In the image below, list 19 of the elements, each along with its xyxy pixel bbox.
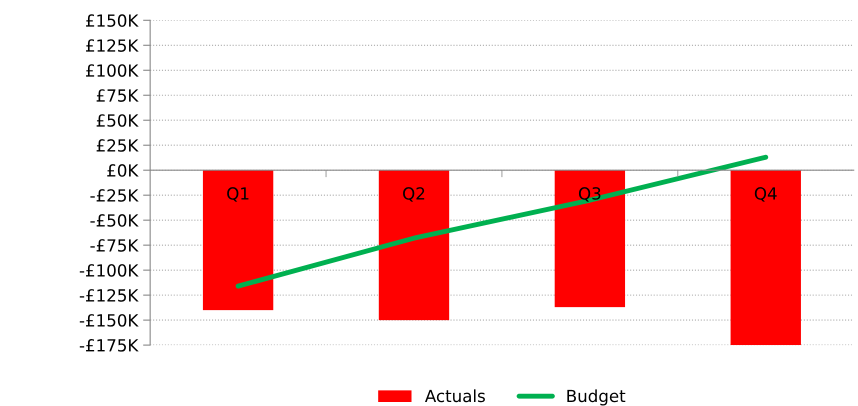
y-tick-label: £100K <box>86 64 139 77</box>
y-tick-label: -£175K <box>80 339 139 352</box>
x-tick-label: Q4 <box>754 187 777 202</box>
y-tick-label: -£150K <box>80 314 139 327</box>
y-tick-label: £25K <box>96 139 139 152</box>
x-tick-label: Q2 <box>403 187 424 202</box>
y-tick-label: -£25K <box>90 189 139 202</box>
y-tick-label: -£50K <box>90 214 139 227</box>
y-tick-label: £75K <box>96 89 139 102</box>
y-tick-label: -£125K <box>80 289 139 302</box>
legend-label: Actuals <box>424 389 485 402</box>
y-tick-label: £125K <box>86 39 139 52</box>
y-tick-label: -£75K <box>90 239 139 252</box>
legend-label: Budget <box>567 389 626 406</box>
y-tick-label: £50K <box>96 114 139 127</box>
y-tick-label: £0K <box>107 164 139 177</box>
y-tick-label: -£100K <box>80 264 139 277</box>
y-tick-label: £150K <box>86 14 139 27</box>
x-tick-label: Q1 <box>227 187 248 202</box>
